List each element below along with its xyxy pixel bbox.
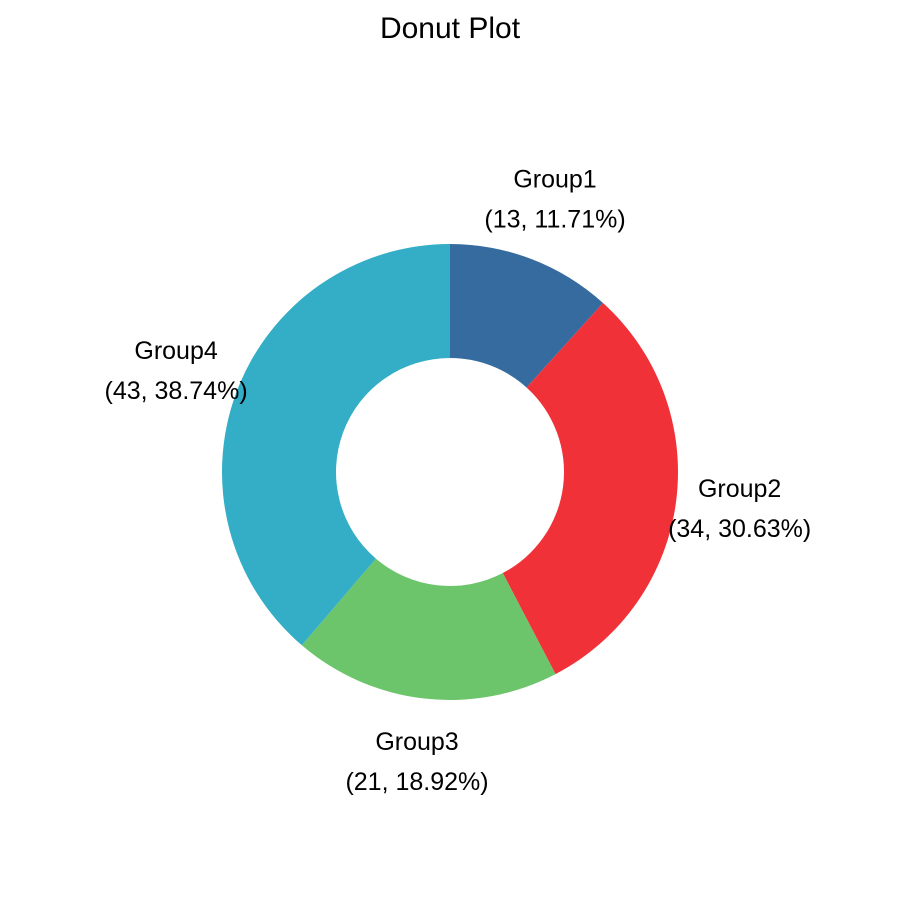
slice-group4 xyxy=(222,244,450,646)
slice-label-name: Group2 xyxy=(698,475,781,503)
slice-label-name: Group1 xyxy=(513,166,596,194)
slice-label-value: (21, 18.92%) xyxy=(345,768,488,796)
slice-label-value: (13, 11.71%) xyxy=(484,206,625,234)
chart-title: Donut Plot xyxy=(380,12,521,45)
slice-group2 xyxy=(502,302,679,675)
slice-labels: Group1 (13, 11.71%) Group2 (34, 30.63%) Grou… xyxy=(105,166,812,797)
slice-group1 xyxy=(450,244,604,388)
slice-label-value: (34, 30.63%) xyxy=(668,515,811,543)
donut-slices xyxy=(222,244,679,701)
slice-label-name: Group3 xyxy=(375,728,458,756)
slice-group3 xyxy=(301,558,556,701)
slice-label-value: (43, 38.74%) xyxy=(105,377,248,405)
slice-label-name: Group4 xyxy=(134,337,217,365)
